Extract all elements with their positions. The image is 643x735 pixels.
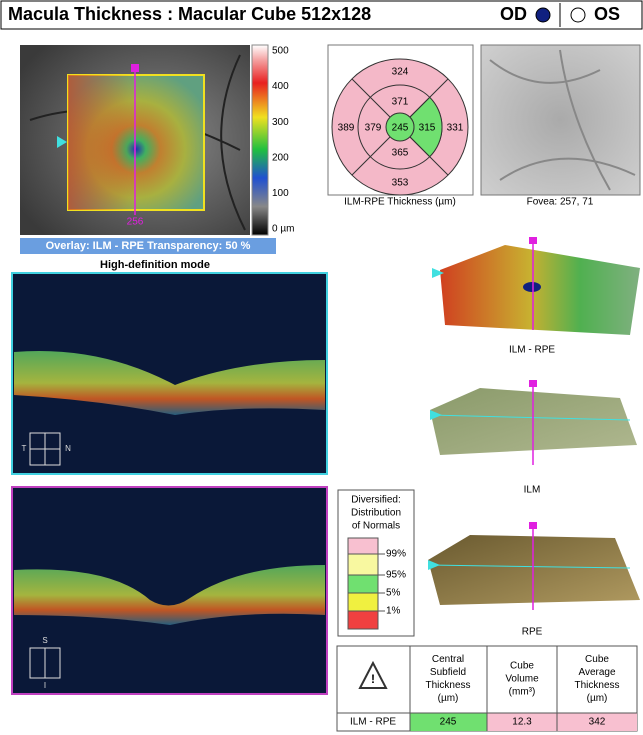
surface-label: ILM — [524, 485, 541, 496]
od-label: OD — [500, 4, 527, 24]
scale-label: 200 — [272, 152, 289, 163]
decoration-g: Central Subfield Thickness (µm) Cube Volume (m… — [350, 654, 620, 728]
sector-value: 371 — [392, 97, 409, 108]
sector-value: 379 — [365, 123, 382, 134]
decoration-path — [14, 565, 325, 625]
column-header: Central — [432, 654, 464, 665]
table-cell: 245 — [440, 717, 457, 728]
decoration-g: 500 400 300 200 100 0 µm — [272, 46, 294, 235]
scale-label: 300 — [272, 117, 289, 128]
decoration-rect — [347, 537, 379, 555]
decoration-line — [429, 414, 631, 421]
scan-mode: High-definition mode — [100, 259, 210, 271]
decoration-polygon — [430, 410, 442, 420]
decoration-polygon — [428, 560, 440, 570]
decoration-path — [337, 646, 637, 731]
level-label: 1% — [386, 606, 401, 617]
surface-label: RPE — [522, 627, 543, 638]
decoration-path — [489, 49, 636, 191]
decoration-rect — [410, 713, 487, 731]
column-header: Average — [578, 667, 616, 678]
decoration-path — [14, 350, 325, 415]
decoration-rect — [487, 713, 557, 731]
decoration-g: 324 371 389 379 245 315 331 365 353 — [338, 67, 464, 189]
surface-label: ILM - RPE — [509, 345, 555, 356]
column-header: Volume — [505, 674, 539, 685]
decoration-rect — [68, 75, 204, 210]
column-header: (mm³) — [509, 687, 536, 698]
table-cell: 12.3 — [512, 717, 532, 728]
orientation: N — [65, 444, 71, 453]
decoration-rect — [347, 610, 379, 630]
decoration-circle — [385, 112, 415, 142]
decoration-polygon — [428, 535, 640, 605]
sector-value: 331 — [447, 123, 464, 134]
overlay-label: Overlay: ILM - RPE Transparency: 50 % — [46, 240, 251, 252]
sector-value: 324 — [392, 67, 409, 78]
sector-value: 365 — [392, 148, 409, 159]
legend-title: of Normals — [352, 521, 400, 532]
decoration-rect — [251, 44, 269, 236]
decoration-line — [427, 564, 631, 569]
table-cell: 342 — [589, 717, 606, 728]
scale-label: 500 — [272, 46, 289, 57]
decoration-circle — [535, 7, 551, 23]
decoration-rect — [131, 64, 139, 72]
scale-label: 0 µm — [272, 224, 294, 235]
sector-value: 353 — [392, 178, 409, 189]
decoration-g: 99% 95% 5% 1% — [378, 549, 406, 617]
decoration-polygon — [440, 245, 640, 335]
decoration-path — [351, 78, 449, 176]
decoration-rect — [480, 44, 641, 196]
scale-label: 100 — [272, 188, 289, 199]
decoration-rect — [529, 522, 537, 529]
orientation: I — [44, 681, 46, 690]
sector-value: 245 — [392, 123, 409, 134]
decoration-rect — [347, 553, 379, 576]
decoration-polygon — [432, 268, 444, 278]
scan-position: 256 — [127, 217, 144, 228]
column-header: Thickness — [574, 680, 619, 691]
report-title: Macula Thickness : Macular Cube 512x128 — [8, 4, 371, 24]
decoration-rect — [529, 237, 537, 244]
etdrs-caption: ILM-RPE Thickness (µm) — [344, 197, 456, 208]
sector-value: 315 — [419, 123, 436, 134]
decoration-rect — [20, 238, 276, 254]
decoration-rect — [347, 574, 379, 594]
scale-label: 400 — [272, 81, 289, 92]
decoration-ellipse — [523, 282, 541, 292]
decoration-circle — [570, 7, 586, 23]
os-label: OS — [594, 4, 620, 24]
level-label: 99% — [386, 549, 406, 560]
column-header: Thickness — [425, 680, 470, 691]
column-header: (µm) — [438, 693, 459, 704]
decoration-rect — [0, 0, 643, 30]
fovea-caption: Fovea: 257, 71 — [527, 197, 594, 208]
decoration-rect — [347, 592, 379, 612]
legend-title: Diversified: — [351, 495, 400, 506]
warning-icon: ! — [371, 672, 375, 686]
sector-value: 389 — [338, 123, 355, 134]
decoration-polygon — [358, 660, 388, 689]
column-header: (µm) — [587, 693, 608, 704]
column-header: Subfield — [430, 667, 466, 678]
column-header: Cube — [510, 661, 534, 672]
table-cell: ILM - RPE — [350, 717, 396, 728]
legend-title: Distribution — [351, 508, 401, 519]
orientation: T — [22, 444, 27, 453]
level-label: 95% — [386, 570, 406, 581]
decoration-polygon — [57, 136, 67, 148]
decoration-rect — [529, 380, 537, 387]
level-label: 5% — [386, 588, 401, 599]
orientation: S — [42, 636, 47, 645]
decoration-rect — [557, 713, 637, 731]
column-header: Cube — [585, 654, 609, 665]
